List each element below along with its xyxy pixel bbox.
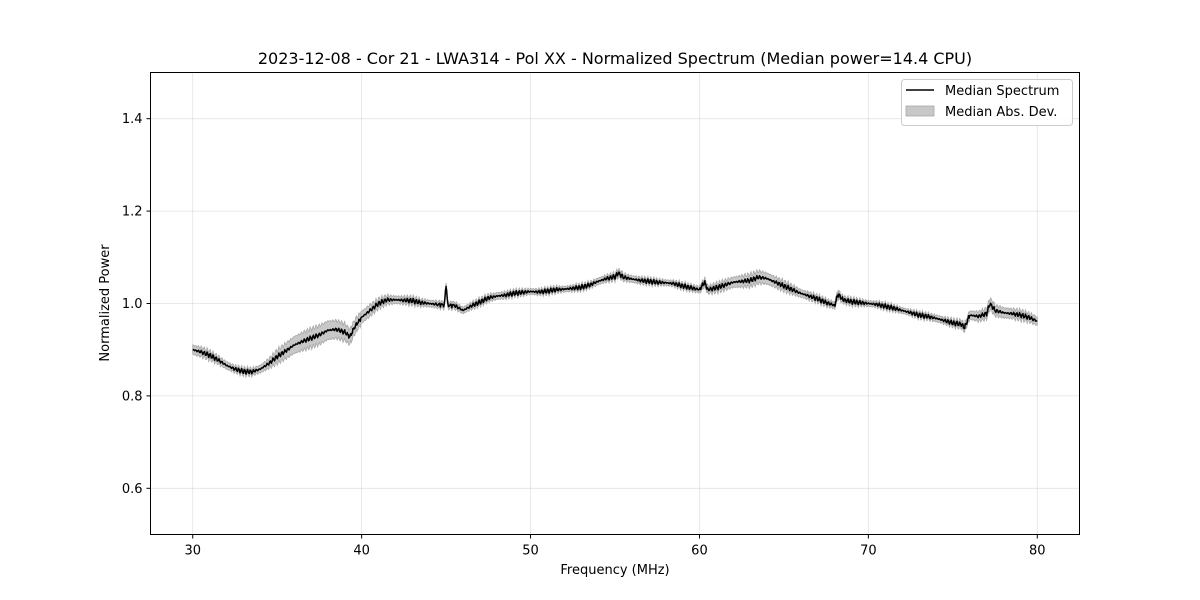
median-line-layer (192, 271, 1038, 375)
legend: Median Spectrum Median Abs. Dev. (901, 79, 1073, 126)
y-tick-label: 1.4 (122, 112, 143, 127)
y-tick-label: 0.8 (122, 389, 143, 404)
y-tick-label: 1.2 (122, 205, 143, 220)
legend-box (901, 79, 1073, 126)
x-tick-label: 50 (522, 544, 539, 559)
chart-title: 2023-12-08 - Cor 21 - LWA314 - Pol XX - … (258, 49, 972, 68)
x-tick-label: 60 (691, 544, 708, 559)
x-tick-label: 70 (860, 544, 877, 559)
tick-layer: 30 40 50 60 70 80 0.6 0.8 1.0 1.2 1.4 (122, 112, 1046, 558)
mad-band (192, 267, 1038, 379)
y-tick-label: 0.6 (122, 482, 143, 497)
legend-label-median-abs-dev: Median Abs. Dev. (945, 105, 1057, 120)
legend-label-median-spectrum: Median Spectrum (945, 84, 1059, 99)
legend-band-swatch (905, 105, 935, 117)
x-tick-label: 40 (353, 544, 370, 559)
y-tick-label: 1.0 (122, 297, 143, 312)
y-axis-label: Normalized Power (98, 244, 113, 362)
x-tick-label: 80 (1029, 544, 1046, 559)
x-axis-label: Frequency (MHz) (560, 563, 669, 578)
mad-band-layer (192, 267, 1038, 379)
median-spectrum-line (192, 271, 1038, 375)
x-tick-label: 30 (184, 544, 201, 559)
